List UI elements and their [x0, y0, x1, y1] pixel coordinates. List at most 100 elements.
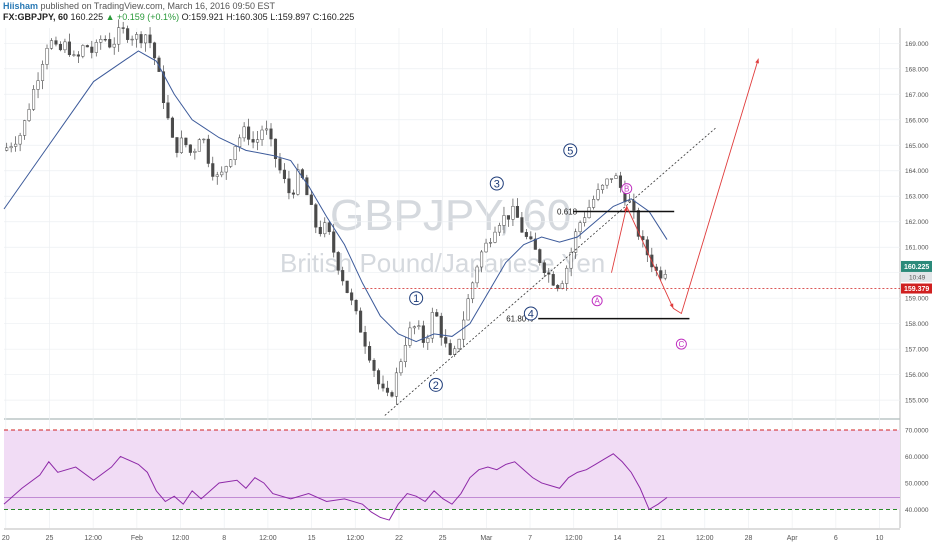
candle-body	[5, 147, 9, 151]
rsi-tick-label: 50.0000	[905, 480, 929, 487]
candle-body	[556, 285, 560, 289]
publish-line: Hiisham published on TradingView.com, Ma…	[3, 1, 275, 11]
wave-marker	[428, 377, 443, 392]
candle-body	[76, 54, 80, 57]
candle-body	[40, 64, 45, 81]
y-tick-label: 159.000	[905, 296, 929, 303]
x-tick-label: 12:00	[565, 535, 583, 542]
candle-body	[466, 298, 470, 321]
ma-line	[3, 50, 668, 343]
close-value: C:160.225	[312, 12, 355, 22]
candle-body	[103, 39, 107, 41]
level-price-text: 159.379	[904, 286, 929, 293]
y-tick-label: 161.000	[905, 245, 929, 252]
x-tick-label: 12:00	[172, 535, 190, 542]
candle-body	[600, 184, 605, 190]
rsi-tick-label: 40.0000	[905, 507, 929, 514]
candle-body	[49, 40, 54, 49]
candle-body	[583, 217, 587, 223]
candle-body	[484, 242, 488, 253]
candle-body	[27, 109, 31, 121]
countdown-tag	[901, 271, 932, 282]
candle-body	[417, 325, 421, 327]
candle-body	[305, 177, 309, 196]
x-tick-label: 14	[614, 535, 622, 542]
candle-body	[515, 205, 519, 218]
candle-body	[72, 54, 76, 56]
candle-body	[520, 217, 524, 233]
candle-body	[439, 315, 443, 338]
symbol-line: FX:GBPJPY, 60 160.225 ▲ +0.159 (+0.1%) O…	[3, 12, 354, 22]
candle-body	[341, 270, 345, 282]
candle-body	[618, 175, 622, 188]
candle-body	[444, 337, 448, 344]
author-name[interactable]: Hiisham	[3, 1, 39, 11]
candle-body	[448, 343, 452, 355]
candle-body	[645, 239, 649, 256]
open-value: O:159.921	[181, 12, 224, 22]
candle-body	[121, 27, 125, 29]
x-tick-label: 22	[395, 535, 403, 542]
x-tick-label: 6	[834, 535, 838, 542]
candle-body	[269, 128, 273, 140]
rsi-band	[4, 429, 900, 510]
candle-body	[309, 194, 313, 205]
candle-body	[144, 34, 148, 44]
candle-body	[506, 215, 510, 220]
y-tick-label: 168.000	[905, 66, 929, 73]
candle-body	[9, 146, 13, 149]
candle-body	[368, 346, 372, 361]
candle-body	[188, 144, 192, 153]
candle-body	[385, 387, 390, 393]
candle-body	[426, 337, 430, 343]
arrow-head	[623, 206, 628, 212]
candle-body	[130, 38, 134, 41]
candle-body	[251, 139, 255, 143]
candle-body	[408, 327, 412, 346]
candle-body	[480, 251, 484, 268]
candle-body	[587, 207, 591, 218]
candle-body	[238, 137, 242, 147]
y-tick-label: 162.000	[905, 219, 929, 226]
abc-marker	[675, 338, 687, 350]
candle-body	[574, 231, 578, 253]
fib-label: 61.80%	[506, 315, 533, 324]
candle-body	[202, 138, 206, 141]
symbol-label: FX:GBPJPY, 60	[3, 12, 69, 22]
x-tick-label: 12:00	[259, 535, 277, 542]
candle-body	[399, 361, 403, 374]
candle-body	[32, 89, 36, 110]
candle-body	[90, 46, 94, 53]
candle-body	[296, 169, 300, 195]
y-tick-label: 155.000	[905, 398, 929, 405]
candle-body	[206, 138, 210, 164]
rsi-tick-label: 70.0000	[905, 427, 929, 434]
candle-body	[58, 43, 62, 51]
x-tick-label: Feb	[131, 535, 143, 542]
publish-text: published on TradingView.com, March 16, …	[40, 1, 276, 11]
candle-body	[354, 299, 358, 312]
candle-body	[229, 159, 233, 167]
candle-body	[67, 41, 71, 56]
candle-body	[148, 34, 152, 44]
candle-body	[488, 242, 493, 244]
candle-body	[323, 222, 327, 235]
x-tick-label: 25	[46, 535, 54, 542]
candle-body	[23, 120, 27, 136]
rsi-zone	[4, 429, 900, 510]
candle-body	[435, 312, 439, 317]
y-tick-label: 157.000	[905, 347, 929, 354]
candle-body	[108, 39, 112, 48]
candle-body	[421, 325, 425, 343]
candle-body	[636, 210, 640, 237]
candle-body	[224, 166, 228, 173]
candle-body	[117, 27, 121, 45]
candle-body	[85, 45, 89, 48]
y-tick-label: 158.000	[905, 321, 929, 328]
last-price: 160.225	[70, 12, 104, 22]
candle-body	[430, 312, 434, 339]
candle-body	[170, 117, 174, 138]
wave-label: 1	[413, 293, 419, 305]
candle-body	[193, 150, 197, 153]
